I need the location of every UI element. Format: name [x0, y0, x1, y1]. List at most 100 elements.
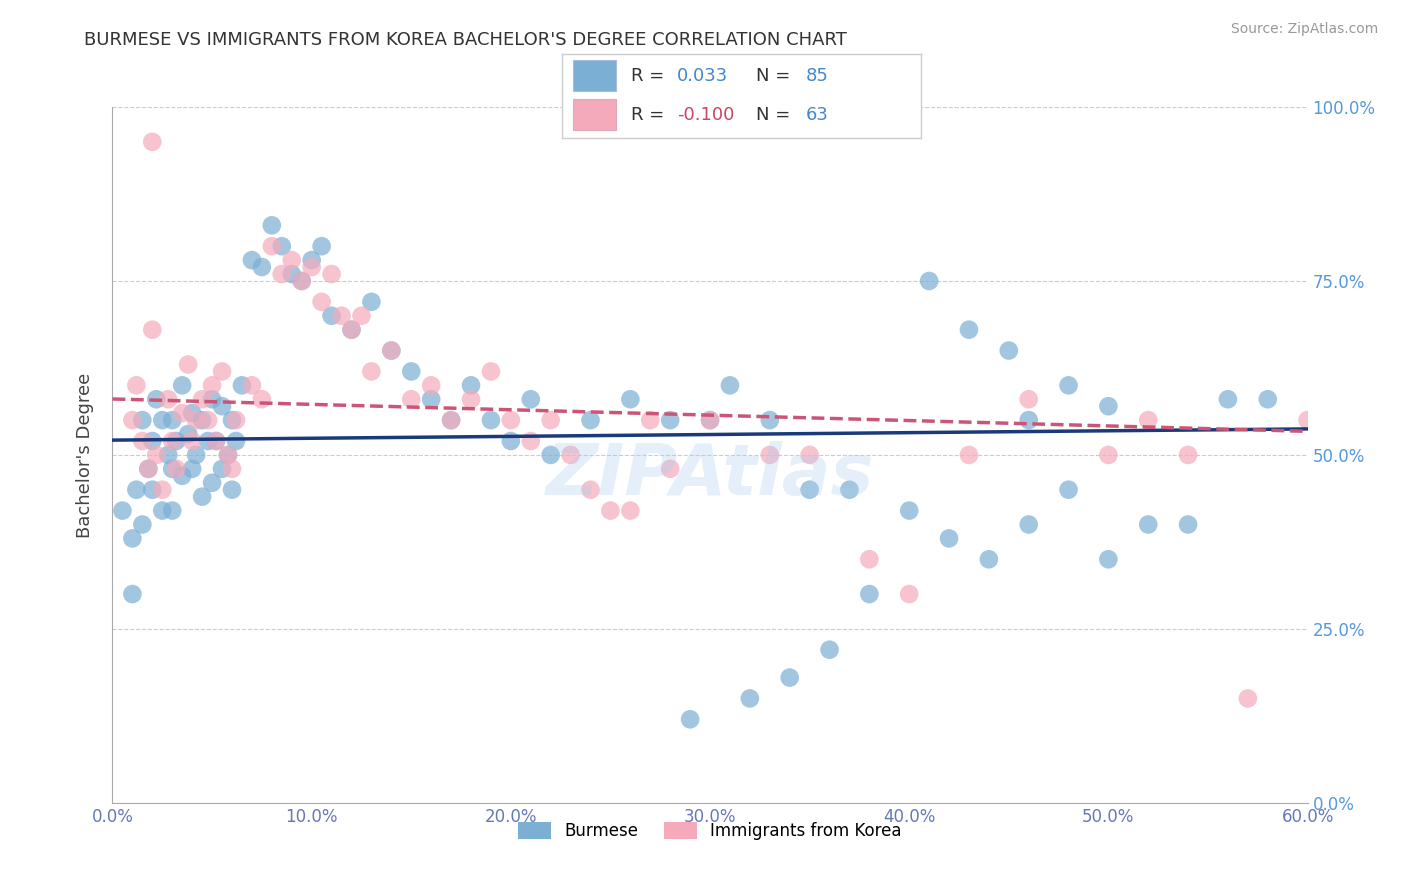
Point [440, 413, 463, 427]
Point [321, 267, 343, 281]
Point [420, 392, 443, 407]
Point [759, 448, 782, 462]
Point [560, 448, 582, 462]
Point [270, 267, 292, 281]
Point [460, 392, 482, 407]
FancyBboxPatch shape [574, 61, 616, 91]
Point [181, 406, 204, 420]
Point [1018, 392, 1040, 407]
Point [145, 448, 167, 462]
Point [141, 135, 163, 149]
Point [957, 448, 980, 462]
Point [217, 448, 239, 462]
Point [181, 462, 204, 476]
Point [579, 413, 602, 427]
Point [1018, 517, 1040, 532]
Point [738, 691, 761, 706]
Point [141, 483, 163, 497]
Point [205, 434, 228, 448]
Point [718, 378, 741, 392]
Point [131, 413, 153, 427]
Point [301, 260, 323, 274]
Point [499, 413, 522, 427]
Point [191, 413, 214, 427]
Point [479, 413, 502, 427]
Point [619, 392, 641, 407]
Point [311, 294, 333, 309]
Point [898, 503, 921, 517]
Point [311, 239, 333, 253]
Point [201, 392, 224, 407]
Point [699, 413, 721, 427]
Point [818, 642, 841, 657]
Point [157, 448, 180, 462]
Point [260, 239, 283, 253]
Point [938, 532, 960, 546]
Text: N =: N = [756, 105, 796, 123]
Point [1097, 448, 1119, 462]
Y-axis label: Bachelor's Degree: Bachelor's Degree [76, 372, 94, 538]
Point [177, 358, 200, 372]
Point [157, 392, 180, 407]
Point [250, 392, 273, 407]
FancyBboxPatch shape [574, 99, 616, 130]
Point [321, 309, 343, 323]
Point [520, 392, 543, 407]
Point [165, 434, 187, 448]
Point [270, 239, 292, 253]
Text: -0.100: -0.100 [678, 105, 734, 123]
Point [111, 503, 134, 517]
Point [479, 364, 502, 378]
Point [221, 483, 243, 497]
Point [540, 413, 562, 427]
Point [599, 503, 621, 517]
Point [205, 434, 228, 448]
Point [260, 219, 283, 233]
Point [177, 427, 200, 442]
Point [1057, 378, 1080, 392]
Point [131, 434, 153, 448]
Point [579, 483, 602, 497]
Point [141, 434, 163, 448]
Point [759, 413, 782, 427]
Point [225, 434, 247, 448]
Point [125, 378, 148, 392]
Point [165, 462, 187, 476]
Point [240, 378, 263, 392]
Point [240, 253, 263, 268]
Point [1097, 552, 1119, 566]
Point [131, 517, 153, 532]
Point [659, 462, 682, 476]
Point [799, 483, 821, 497]
Point [145, 392, 167, 407]
Point [125, 483, 148, 497]
Point [998, 343, 1021, 358]
Point [499, 434, 522, 448]
Point [211, 399, 233, 413]
Point [211, 462, 233, 476]
Text: N =: N = [756, 67, 796, 85]
Point [380, 343, 402, 358]
Point [162, 503, 183, 517]
Point [217, 448, 239, 462]
Point [197, 434, 219, 448]
Point [231, 378, 253, 392]
Point [1057, 483, 1080, 497]
Point [360, 364, 382, 378]
Point [1018, 413, 1040, 427]
Point [181, 434, 204, 448]
Point [679, 712, 702, 726]
Point [197, 413, 219, 427]
Point [141, 323, 163, 337]
Point [799, 448, 821, 462]
Point [1137, 517, 1160, 532]
Point [380, 343, 402, 358]
Point [1296, 413, 1319, 427]
Point [977, 552, 1000, 566]
Point [121, 532, 143, 546]
Point [420, 378, 443, 392]
Point [1097, 399, 1119, 413]
Point [301, 253, 323, 268]
Point [201, 475, 224, 490]
Point [460, 378, 482, 392]
